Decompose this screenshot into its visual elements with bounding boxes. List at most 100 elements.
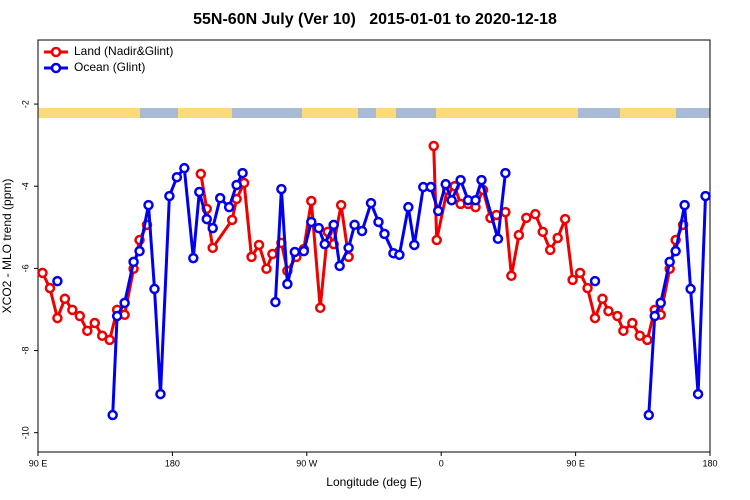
data-point [582, 282, 593, 294]
data-point [574, 267, 586, 279]
data-point [643, 409, 655, 421]
data-point [642, 334, 653, 346]
x-tick-label: 90 W [296, 458, 318, 468]
data-point [589, 275, 601, 287]
data-point [500, 167, 511, 179]
data-point [365, 197, 377, 209]
data-point [692, 388, 704, 400]
x-tick-label: 180 [702, 458, 717, 468]
plot-frame [37, 39, 711, 453]
ocean-band [578, 108, 620, 118]
data-point [440, 178, 451, 190]
data-point [107, 409, 118, 421]
data-point [207, 222, 218, 234]
data-point [476, 174, 487, 186]
data-point [267, 248, 278, 260]
data-point [670, 245, 681, 257]
data-point [96, 330, 108, 342]
data-point [289, 246, 301, 258]
data-point [403, 201, 414, 213]
data-point [143, 199, 154, 211]
data-point [164, 190, 175, 202]
data-point [231, 179, 242, 191]
data-point [431, 234, 442, 246]
legend-label: Land (Nadir&Glint) [74, 44, 173, 58]
data-point [306, 195, 317, 207]
data-point [37, 267, 48, 279]
data-point [276, 183, 287, 195]
data-point [246, 251, 257, 263]
y-tick-label: -10 [20, 426, 30, 439]
data-point [627, 317, 638, 329]
data-point [394, 249, 405, 261]
data-point [530, 208, 541, 220]
data-point [52, 312, 63, 324]
data-point [155, 388, 166, 400]
data-point [655, 297, 666, 309]
data-point [195, 168, 207, 180]
data-point [567, 274, 578, 286]
x-tick-label: 90 E [29, 458, 48, 468]
y-axis-label: XCO2 - MLO trend (ppm) [0, 179, 14, 314]
ocean-band [676, 108, 710, 118]
data-point [618, 325, 629, 337]
data-point [67, 304, 78, 316]
data-point [104, 334, 115, 346]
legend-label: Ocean (Glint) [74, 60, 145, 74]
data-point [544, 244, 556, 256]
data-point [335, 199, 347, 211]
data-point [455, 174, 466, 186]
data-point [261, 263, 272, 275]
data-point [521, 212, 532, 224]
data-point [432, 205, 444, 217]
data-point [214, 192, 226, 204]
data-point [314, 302, 326, 314]
data-point [270, 296, 281, 308]
data-point [282, 278, 293, 290]
data-point [82, 325, 93, 337]
data-point [537, 226, 548, 238]
data-point [223, 201, 235, 213]
data-point [446, 194, 457, 206]
data-point [119, 297, 130, 309]
data-point [603, 305, 614, 317]
data-point [313, 222, 324, 234]
data-point [149, 283, 160, 295]
data-point [425, 181, 436, 193]
data-point [700, 190, 711, 202]
y-tick-label: -4 [20, 182, 30, 190]
data-point [89, 317, 100, 329]
data-point [634, 330, 646, 342]
data-point [349, 219, 360, 231]
y-tick-label: -2 [20, 100, 30, 108]
data-point [597, 293, 608, 305]
data-point [179, 162, 190, 174]
data-point [52, 275, 63, 287]
data-point [134, 245, 145, 257]
data-point [343, 242, 354, 254]
x-tick-label: 0 [439, 458, 444, 468]
data-point [552, 232, 563, 244]
data-point [128, 256, 139, 268]
data-point [74, 310, 86, 322]
data-point [328, 219, 339, 231]
data-point [409, 239, 420, 251]
data-point [201, 213, 212, 225]
data-point [207, 242, 218, 254]
legend-marker [50, 62, 62, 74]
ocean-band [232, 108, 302, 118]
data-point [612, 310, 623, 322]
data-point [59, 293, 71, 305]
x-axis-label: Longitude (deg E) [326, 475, 421, 489]
data-point [373, 216, 384, 228]
x-tick-label: 90 E [566, 458, 585, 468]
data-point [44, 282, 56, 294]
data-point [188, 252, 199, 264]
data-point [111, 310, 123, 322]
data-point [334, 260, 345, 272]
data-point [356, 225, 368, 237]
data-point [253, 239, 265, 251]
chart-title: 55N-60N July (Ver 10) 2015-01-01 to 2020… [193, 11, 557, 28]
